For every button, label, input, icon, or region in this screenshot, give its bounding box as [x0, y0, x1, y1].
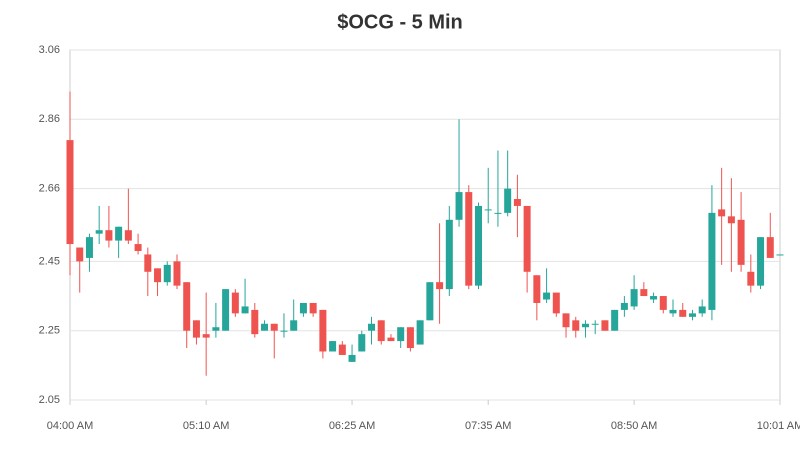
- candle-body: [270, 323, 278, 331]
- candle-body: [358, 334, 366, 352]
- candle-body: [766, 237, 774, 258]
- x-tick-label: 04:00 AM: [47, 420, 93, 432]
- candle-body: [134, 244, 142, 251]
- candle-body: [650, 296, 658, 300]
- candle-body: [688, 313, 696, 317]
- candle-body: [630, 289, 638, 307]
- candle-body: [231, 292, 239, 314]
- candle-body: [144, 254, 152, 272]
- x-tick-label: 10:01 AM: [757, 420, 800, 432]
- candle-body: [406, 327, 414, 349]
- candle-body: [348, 354, 356, 362]
- candle-body: [562, 313, 570, 328]
- candle-body: [377, 320, 385, 342]
- candle-body: [747, 271, 755, 286]
- candle-body: [601, 320, 609, 331]
- candle-body: [183, 282, 191, 331]
- candle-body: [523, 205, 531, 272]
- candle-body: [212, 327, 220, 331]
- candle-body: [368, 323, 376, 331]
- candle-body: [124, 230, 132, 241]
- plot-frame: [69, 49, 781, 401]
- y-tick-label: 2.86: [39, 113, 60, 125]
- candle-body: [718, 209, 726, 217]
- candle-body: [163, 264, 171, 283]
- candle-body: [591, 323, 599, 325]
- candle-body: [776, 254, 784, 256]
- candle-body: [85, 237, 93, 258]
- candle-body: [416, 320, 424, 345]
- candle-body: [445, 219, 453, 290]
- candle-body: [338, 344, 346, 355]
- candle-body: [329, 341, 337, 352]
- x-tick-label: 05:10 AM: [183, 420, 229, 432]
- candle-body: [173, 261, 181, 286]
- candle-body: [66, 140, 74, 245]
- candle-body: [465, 192, 473, 286]
- chart-title: $OCG - 5 Min: [337, 11, 463, 33]
- candle-body: [757, 237, 765, 286]
- candle-body: [261, 323, 269, 331]
- candle-body: [319, 309, 327, 352]
- candle-body: [737, 219, 745, 265]
- candle-body: [436, 282, 444, 290]
- candle-body: [397, 327, 405, 342]
- x-tick-label: 07:35 AM: [465, 420, 511, 432]
- candle-body: [513, 199, 521, 206]
- candle-body: [581, 323, 589, 328]
- candle-body: [280, 330, 288, 332]
- candle-body: [659, 296, 667, 310]
- candle-body: [241, 306, 249, 314]
- candle-body: [387, 337, 395, 342]
- candle-body: [95, 230, 103, 234]
- candle-body: [640, 289, 648, 297]
- candle-body: [552, 292, 560, 314]
- y-tick-label: 2.66: [39, 183, 60, 195]
- candle-body: [698, 306, 706, 314]
- candle-body: [202, 334, 210, 338]
- y-tick-label: 2.05: [39, 394, 60, 406]
- candle-body: [299, 302, 307, 314]
- candle-body: [543, 292, 551, 300]
- candle-body: [708, 212, 716, 310]
- candle-body: [533, 275, 541, 303]
- y-tick-label: 2.25: [39, 325, 60, 337]
- candle-body: [494, 212, 502, 214]
- candle-body: [455, 192, 463, 220]
- y-tick-label: 3.06: [39, 44, 60, 56]
- candle-body: [669, 309, 677, 314]
- candle-body: [727, 216, 735, 224]
- candle-body: [474, 205, 482, 286]
- candle-body: [154, 268, 162, 283]
- candle-body: [484, 209, 492, 211]
- candle-body: [611, 309, 619, 331]
- x-tick-label: 08:50 AM: [611, 420, 657, 432]
- y-tick-label: 2.45: [39, 255, 60, 267]
- candle-body: [504, 188, 512, 213]
- candle-body: [115, 226, 123, 241]
- candle-body: [572, 320, 580, 331]
- candle-body: [620, 302, 628, 310]
- candle-body: [76, 247, 84, 262]
- candle-body: [426, 282, 434, 321]
- candle-body: [679, 309, 687, 317]
- candle-body: [309, 302, 317, 314]
- candle-body: [105, 230, 113, 241]
- candle-body: [222, 289, 230, 331]
- candle-body: [290, 320, 298, 331]
- candle-body: [251, 309, 259, 335]
- x-tick-label: 06:25 AM: [329, 420, 375, 432]
- candle-body: [192, 320, 200, 338]
